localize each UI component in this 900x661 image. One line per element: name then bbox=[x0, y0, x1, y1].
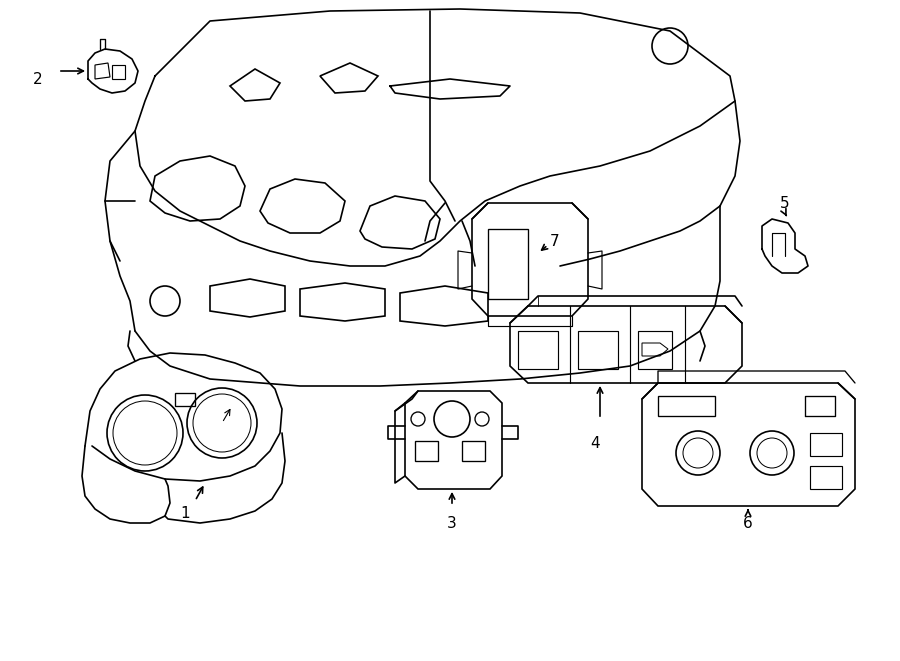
Text: 1: 1 bbox=[180, 506, 190, 520]
Text: 7: 7 bbox=[550, 233, 560, 249]
Text: 3: 3 bbox=[447, 516, 457, 531]
Text: 6: 6 bbox=[743, 516, 753, 531]
Text: 4: 4 bbox=[590, 436, 599, 451]
Text: 5: 5 bbox=[780, 196, 790, 210]
Text: 2: 2 bbox=[33, 71, 43, 87]
